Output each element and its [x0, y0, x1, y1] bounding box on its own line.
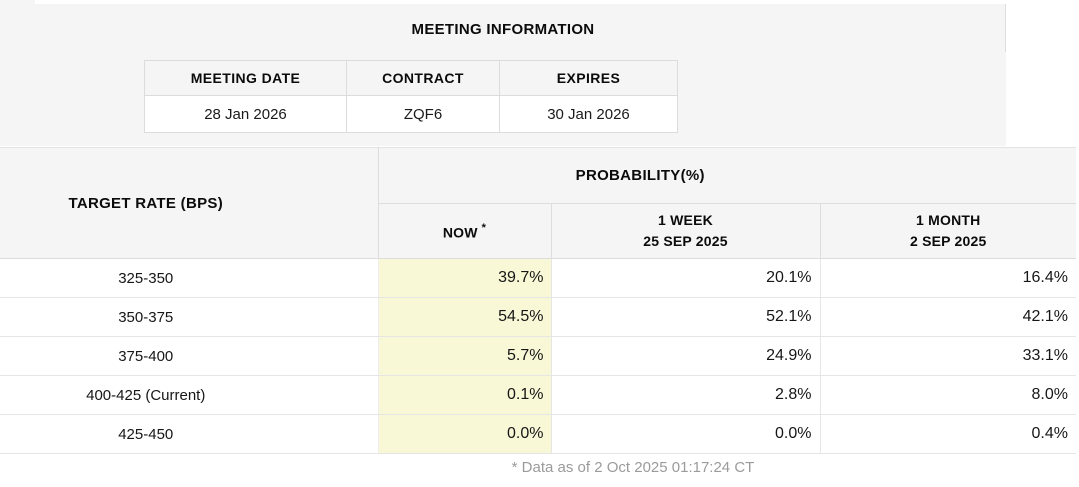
panel-right-border — [1005, 4, 1006, 52]
one-month-probability-cell: 42.1% — [820, 297, 1076, 337]
one-month-probability-cell: 33.1% — [820, 336, 1076, 376]
one-month-probability-cell: 8.0% — [820, 375, 1076, 415]
one-week-probability-cell: 52.1% — [551, 297, 821, 337]
data-as-of-footnote: * Data as of 2 Oct 2025 01:17:24 CT — [511, 459, 755, 476]
one-week-date: 25 SEP 2025 — [643, 233, 728, 249]
meeting-info-header-row: MEETING DATE CONTRACT EXPIRES — [144, 60, 678, 96]
contract-column-header: CONTRACT — [346, 60, 500, 96]
table-row: 400-425 (Current) 0.1% 2.8% 8.0% — [0, 375, 1076, 415]
now-label: NOW — [442, 224, 478, 241]
contract-value: ZQF6 — [346, 95, 500, 133]
now-probability-cell: 0.1% — [378, 375, 552, 415]
meeting-information-panel: MEETING INFORMATION MEETING DATE CONTRAC… — [0, 0, 1006, 146]
now-column-header: NOW * — [378, 203, 551, 259]
meeting-information-title: MEETING INFORMATION — [411, 21, 595, 38]
one-week-probability-cell: 24.9% — [551, 336, 821, 376]
meeting-info-value-row: 28 Jan 2026 ZQF6 30 Jan 2026 — [144, 95, 678, 133]
top-divider — [35, 0, 1079, 4]
target-rate-header: TARGET RATE (BPS) — [0, 147, 379, 259]
probability-table: TARGET RATE (BPS) PROBABILITY(%) NOW * 1 … — [0, 147, 1076, 454]
one-month-date: 2 SEP 2025 — [910, 233, 987, 249]
one-month-probability-cell: 0.4% — [820, 414, 1076, 454]
now-probability-cell: 39.7% — [378, 258, 552, 298]
one-week-probability-cell: 0.0% — [551, 414, 821, 454]
probability-group-header: PROBABILITY(%) — [378, 147, 1076, 204]
one-week-probability-cell: 2.8% — [551, 375, 821, 415]
target-rate-cell: 350-375 — [0, 297, 379, 337]
expires-column-header: EXPIRES — [499, 60, 678, 96]
table-row: 375-400 5.7% 24.9% 33.1% — [0, 336, 1076, 376]
target-rate-cell: 425-450 — [0, 414, 379, 454]
target-rate-cell: 375-400 — [0, 336, 379, 376]
table-row: 425-450 0.0% 0.0% 0.4% — [0, 414, 1076, 454]
now-probability-cell: 54.5% — [378, 297, 552, 337]
table-row: 350-375 54.5% 52.1% 42.1% — [0, 297, 1076, 337]
asterisk-footnote-marker: * — [481, 221, 487, 234]
now-probability-cell: 0.0% — [378, 414, 552, 454]
probability-subheader-row: NOW * 1 WEEK 25 SEP 2025 1 MONTH 2 SEP 20… — [0, 203, 1076, 259]
target-rate-cell: 325-350 — [0, 258, 379, 298]
expires-value: 30 Jan 2026 — [499, 95, 678, 133]
meeting-date-value: 28 Jan 2026 — [144, 95, 347, 133]
table-row: 325-350 39.7% 20.1% 16.4% — [0, 258, 1076, 298]
one-week-probability-cell: 20.1% — [551, 258, 821, 298]
one-month-label: 1 MONTH — [916, 212, 981, 228]
target-rate-cell: 400-425 (Current) — [0, 375, 379, 415]
one-month-column-header: 1 MONTH 2 SEP 2025 — [819, 203, 1076, 259]
one-week-column-header: 1 WEEK 25 SEP 2025 — [550, 203, 820, 259]
probability-group-header-row: TARGET RATE (BPS) PROBABILITY(%) — [0, 147, 1076, 259]
meeting-info-table: MEETING DATE CONTRACT EXPIRES 28 Jan 202… — [144, 60, 678, 133]
one-week-label: 1 WEEK — [658, 212, 713, 228]
meeting-date-column-header: MEETING DATE — [144, 60, 347, 96]
now-probability-cell: 5.7% — [378, 336, 552, 376]
one-month-probability-cell: 16.4% — [820, 258, 1076, 298]
